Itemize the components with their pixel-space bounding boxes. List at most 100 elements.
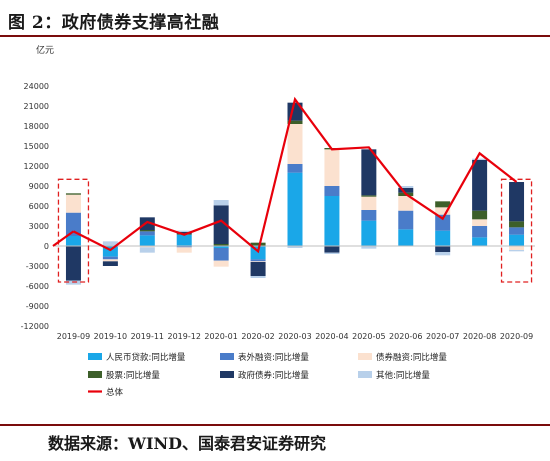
bar-segment	[324, 252, 340, 254]
bar-segment	[398, 196, 414, 211]
x-tick-label: 2020-07	[426, 332, 459, 341]
bar-segment	[139, 217, 155, 230]
y-tick-label: -3000	[26, 262, 49, 271]
bar-segment	[472, 160, 488, 211]
bar-segment	[509, 182, 525, 222]
bar-segment	[509, 227, 525, 235]
bar-segment	[361, 220, 377, 246]
bar-segment	[65, 193, 81, 195]
bar-segment	[65, 280, 81, 285]
bar-segment	[435, 252, 451, 256]
legend-label: 总体	[106, 387, 124, 398]
bar-segment	[472, 210, 488, 220]
bar-segment	[213, 205, 229, 244]
x-tick-label: 2019-09	[57, 332, 90, 341]
bar-segment	[65, 212, 81, 236]
source-note: 数据来源：WIND、国泰君安证券研究	[48, 434, 326, 453]
bar-segment	[287, 120, 303, 124]
highlight-box	[57, 178, 90, 283]
bar-segment	[509, 250, 525, 252]
x-tick-label: 2020-04	[315, 332, 348, 341]
bar-segment	[361, 149, 377, 196]
bar-segment	[65, 246, 81, 281]
legend-label: 表外融资:同比增量	[238, 352, 309, 363]
y-tick-label: 18000	[24, 122, 49, 131]
bar-segment	[287, 124, 303, 164]
bar-segment	[250, 242, 266, 246]
bar-segment	[213, 246, 229, 248]
bar-segment	[472, 237, 488, 246]
bar-segment	[509, 234, 525, 246]
bar-segment	[213, 260, 229, 267]
bar-segment	[176, 246, 192, 248]
bar-segment	[176, 247, 192, 253]
legend-label: 债券融资:同比增量	[376, 352, 447, 363]
y-tick-label: -12000	[21, 322, 49, 331]
x-tick-label: 2020-02	[241, 332, 274, 341]
y-tick-label: 9000	[29, 182, 49, 191]
y-unit-label: 亿元	[36, 44, 54, 56]
bar-segment	[509, 221, 525, 228]
bar-segment	[324, 149, 340, 186]
y-tick-label: 24000	[24, 82, 49, 91]
bar-segment	[324, 196, 340, 246]
bar-segment	[361, 195, 377, 197]
legend-label: 政府债券:同比增量	[238, 370, 309, 381]
bar-segment	[102, 259, 118, 262]
bar-segment	[102, 261, 118, 266]
bar-segment	[139, 230, 155, 232]
legend-swatch	[220, 371, 234, 378]
bar-segment	[65, 236, 81, 246]
bar-segment	[139, 235, 155, 246]
plot-area: 亿元 -12000 -9000 -6000 -3000 0 3000 6000 9000 1200…	[21, 44, 535, 341]
legend-swatch	[88, 371, 102, 378]
total-line	[72, 96, 518, 254]
bar-segment	[250, 259, 266, 262]
total-line-lead	[52, 230, 75, 247]
y-tick-label: 0	[44, 242, 49, 251]
y-tick-label: -6000	[26, 282, 49, 291]
x-tick-label: 2020-01	[204, 332, 237, 341]
bar-segment	[287, 164, 303, 173]
bar-segment	[176, 232, 192, 234]
title-rule	[0, 35, 550, 37]
x-tick-label: 2020-06	[389, 332, 422, 341]
bar-segment	[398, 229, 414, 246]
bar-segment	[287, 172, 303, 246]
legend-label: 股票:同比增量	[106, 370, 160, 381]
legend-swatch	[358, 371, 372, 378]
bar-segment	[250, 261, 266, 262]
bar-segment	[361, 210, 377, 221]
y-tick-label: -9000	[26, 302, 49, 311]
bar-segment	[398, 188, 414, 193]
bar-segment	[361, 196, 377, 210]
x-tick-label: 2019-10	[94, 332, 127, 341]
title-bar: 图 2：政府债券支撑高社融	[0, 0, 550, 37]
y-tick-label: 3000	[29, 222, 49, 231]
stacked-bar-chart: 亿元 -12000 -9000 -6000 -3000 0 3000 6000 9000 1200…	[21, 44, 535, 398]
x-tick-label: 2020-05	[352, 332, 385, 341]
figure-title: 图 2：政府债券支撑高社融	[8, 13, 220, 33]
bar-segment	[102, 246, 118, 257]
bar-segment	[250, 262, 266, 276]
y-tick-label: 12000	[24, 162, 49, 171]
bar-segment	[435, 207, 451, 215]
highlight-box	[500, 178, 533, 283]
bar-segment	[435, 246, 451, 252]
y-tick-label: 15000	[24, 142, 49, 151]
bar-segment	[472, 158, 488, 160]
x-tick-label: 2019-11	[131, 332, 164, 341]
x-tick-label: 2019-12	[168, 332, 201, 341]
bar-segment	[139, 231, 155, 236]
bar-segment	[509, 246, 525, 250]
bar-segment	[324, 246, 340, 253]
bar-segment	[213, 200, 229, 206]
bar-segment	[102, 241, 118, 246]
x-tick-label: 2020-03	[278, 332, 311, 341]
bar-segment	[139, 247, 155, 253]
legend-swatch	[88, 353, 102, 360]
bar-segment	[176, 234, 192, 246]
x-tick-label: 2020-09	[500, 332, 533, 341]
bar-segment	[213, 244, 229, 246]
bar-segment	[65, 194, 81, 213]
